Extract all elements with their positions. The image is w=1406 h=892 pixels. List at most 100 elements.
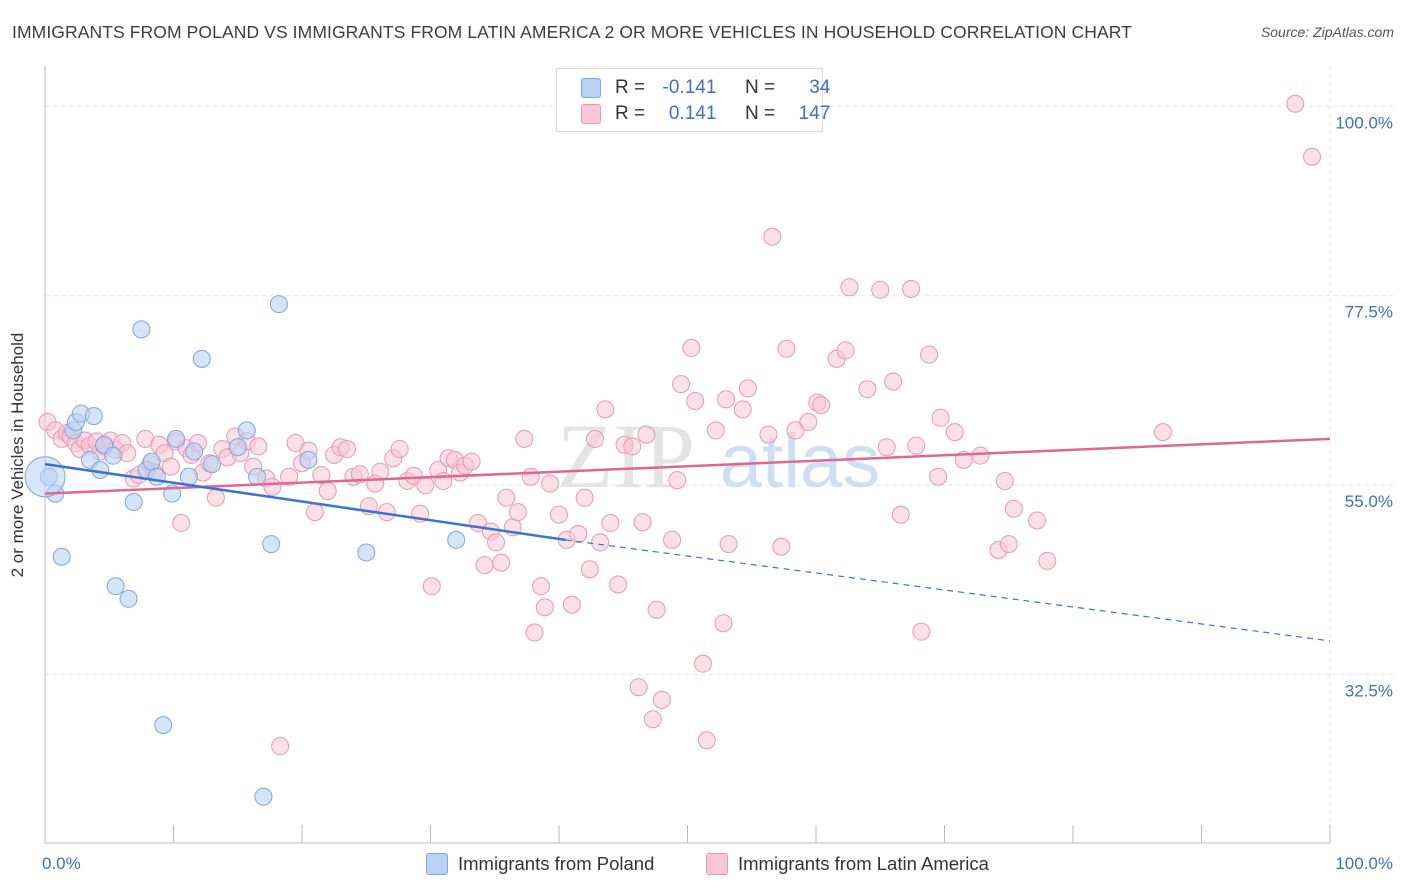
poland-point <box>262 535 281 554</box>
latin-point <box>580 560 599 579</box>
latin-point <box>515 429 534 448</box>
poland-point <box>154 716 173 735</box>
latin-point <box>706 421 725 440</box>
latin-point <box>995 471 1014 490</box>
latin-point <box>971 446 990 465</box>
chart-title: IMMIGRANTS FROM POLAND VS IMMIGRANTS FRO… <box>12 22 1132 42</box>
latin-point <box>871 280 890 299</box>
latin-point <box>763 227 782 246</box>
source-label: Source: ZipAtlas.com <box>1260 24 1394 40</box>
series-legend: Immigrants from Poland Immigrants from L… <box>0 852 1406 878</box>
axis-layer <box>44 66 1331 844</box>
latin-point <box>682 338 701 357</box>
latin-point <box>912 622 931 641</box>
y-tick-label: 77.5% <box>1345 303 1393 322</box>
y-tick-label: 32.5% <box>1345 682 1393 701</box>
latin-point <box>907 436 926 455</box>
x-tick-label-max: 100.0% <box>1335 854 1393 873</box>
latin-point <box>812 396 831 415</box>
poland-point <box>269 295 288 314</box>
latin-point <box>601 514 620 533</box>
latin-point <box>263 477 282 496</box>
latin-point <box>663 530 682 549</box>
x-tick-label-min: 0.0% <box>42 854 81 873</box>
latin-point <box>535 598 554 617</box>
y-tick-label: 55.0% <box>1345 492 1393 511</box>
latin-n-value: 147 <box>798 103 831 124</box>
latin-point <box>161 457 180 476</box>
poland-legend-swatch <box>426 853 448 875</box>
latin-point <box>249 437 268 456</box>
poland-point <box>357 543 376 562</box>
watermark: ZIP atlas <box>557 405 880 507</box>
poland-point <box>119 589 138 608</box>
latin-point <box>858 380 877 399</box>
latin-point <box>1286 94 1305 113</box>
poland-point <box>104 446 123 465</box>
poland-point <box>237 421 256 440</box>
latin-point <box>693 654 712 673</box>
latin-point <box>585 429 604 448</box>
latin-point <box>371 462 390 481</box>
latin-point <box>902 279 921 298</box>
poland-point <box>167 429 186 448</box>
latin-point <box>1153 423 1172 442</box>
latin-point <box>637 425 656 444</box>
latin-point <box>271 737 290 756</box>
poland-point <box>52 547 71 566</box>
latin-r-value: 0.141 <box>668 103 717 124</box>
poland-point <box>84 407 103 426</box>
latin-point <box>836 341 855 360</box>
latin-point <box>714 614 733 633</box>
latin-point <box>647 600 666 619</box>
poland-n-label: N = <box>744 77 776 98</box>
latin-point <box>312 466 331 485</box>
poland-series <box>24 295 466 806</box>
poland-point <box>147 467 166 486</box>
y-tick-label: 100.0% <box>1335 113 1393 132</box>
latin-point <box>487 533 506 552</box>
latin-point <box>840 278 859 297</box>
latin-point <box>920 345 939 364</box>
latin-point <box>1028 511 1047 530</box>
y-axis-label: 2 or more Vehicles in Household <box>8 332 27 578</box>
latin-point <box>633 513 652 532</box>
latin-point <box>777 339 796 358</box>
poland-point <box>192 349 211 368</box>
latin-point <box>280 467 299 486</box>
latin-point <box>668 471 687 490</box>
latin-point <box>521 467 540 486</box>
latin-point <box>596 400 615 419</box>
latin-point <box>508 503 527 522</box>
latin-point <box>475 556 494 575</box>
latin-point <box>999 535 1018 554</box>
latin-point <box>717 390 736 409</box>
latin-point <box>697 731 716 750</box>
poland-r-label: R = <box>615 77 646 98</box>
latin-point <box>945 423 964 442</box>
latin-point <box>532 577 551 596</box>
stats-legend: R = -0.141 N = 34 R = 0.141 N = 147 <box>556 68 830 132</box>
poland-swatch <box>581 78 601 98</box>
latin-trend-line <box>44 437 1331 495</box>
poland-point <box>248 467 267 486</box>
latin-point <box>591 533 610 552</box>
latin-point <box>1004 499 1023 518</box>
latin-point <box>550 505 568 524</box>
latin-point <box>492 553 511 572</box>
latin-point <box>462 452 481 471</box>
latin-point <box>318 482 337 501</box>
poland-legend-label: Immigrants from Poland <box>458 853 655 874</box>
latin-point <box>416 476 435 495</box>
latin-series <box>38 94 1322 756</box>
tick-labels: 100.0% 77.5% 55.0% 32.5% 0.0% 100.0% <box>42 113 1393 873</box>
latin-point <box>422 577 441 596</box>
trend-lines <box>44 437 1331 642</box>
latin-point <box>434 471 453 490</box>
latin-point <box>884 372 903 391</box>
latin-point <box>891 505 910 524</box>
poland-point <box>124 492 143 511</box>
poland-point <box>142 452 161 471</box>
watermark-zip: ZIP <box>557 405 695 507</box>
